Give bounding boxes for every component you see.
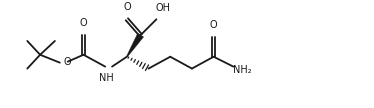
Text: NH₂: NH₂ [233, 65, 252, 75]
Text: O: O [80, 18, 87, 28]
Text: O: O [123, 2, 131, 12]
Text: NH: NH [99, 74, 114, 83]
Text: O: O [64, 57, 71, 67]
Text: O: O [210, 20, 217, 30]
Polygon shape [126, 33, 144, 57]
Text: OH: OH [156, 3, 171, 13]
